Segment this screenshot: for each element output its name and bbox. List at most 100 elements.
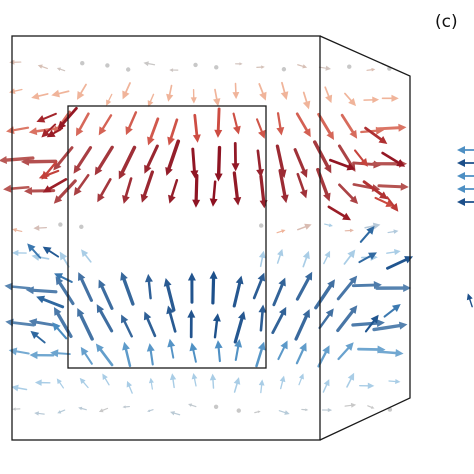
down-arrow-icon bbox=[147, 93, 155, 108]
up-arrow-icon bbox=[295, 271, 313, 301]
down-arrow-icon bbox=[317, 112, 335, 141]
up-arrow-icon bbox=[272, 277, 286, 307]
down-arrow-icon bbox=[3, 184, 30, 193]
dot-icon bbox=[105, 63, 110, 68]
in-plane-arrow-icon bbox=[34, 411, 45, 416]
in-plane-arrow-icon bbox=[143, 61, 156, 67]
in-plane-arrow-icon bbox=[297, 64, 308, 69]
down-arrow-icon bbox=[125, 111, 138, 136]
down-arrow-icon bbox=[377, 182, 409, 191]
up-arrow-icon bbox=[271, 306, 287, 335]
up-arrow-icon bbox=[8, 347, 30, 356]
down-arrow-icon bbox=[73, 146, 93, 174]
in-plane-arrow-icon bbox=[367, 405, 375, 409]
dot-icon bbox=[213, 404, 219, 409]
down-arrow-icon bbox=[312, 140, 332, 174]
up-arrow-icon bbox=[386, 249, 401, 256]
in-plane-arrow-icon bbox=[12, 407, 21, 411]
down-arrow-icon bbox=[166, 84, 174, 102]
up-arrow-icon bbox=[276, 248, 284, 264]
up-arrow-icon bbox=[359, 226, 375, 243]
in-plane-arrow-icon bbox=[344, 402, 357, 408]
down-arrow-icon bbox=[213, 88, 221, 107]
up-arrow-icon bbox=[234, 338, 243, 361]
up-arrow-icon bbox=[144, 273, 153, 300]
up-arrow-icon bbox=[54, 273, 73, 283]
spin-texture-arrows bbox=[0, 59, 414, 416]
up-arrow-icon bbox=[163, 277, 176, 312]
down-arrow-icon bbox=[147, 117, 160, 146]
down-arrow-icon bbox=[231, 142, 240, 172]
up-arrow-icon bbox=[59, 251, 70, 268]
in-plane-arrow-icon bbox=[321, 407, 333, 413]
in-plane-arrow-icon bbox=[318, 65, 331, 71]
up-arrow-icon bbox=[81, 249, 92, 263]
up-arrow-icon bbox=[346, 372, 355, 388]
up-arrow-icon bbox=[233, 311, 246, 344]
in-plane-arrow-icon bbox=[278, 410, 290, 415]
in-plane-arrow-icon bbox=[344, 228, 354, 233]
up-arrow-icon bbox=[126, 380, 133, 394]
in-plane-arrow-icon bbox=[12, 228, 23, 233]
down-arrow-icon bbox=[256, 149, 265, 178]
down-arrow-icon bbox=[374, 196, 395, 207]
up-arrow-icon bbox=[146, 343, 155, 366]
down-arrow-icon bbox=[364, 126, 388, 144]
box-wireframe bbox=[11, 35, 411, 441]
in-plane-arrow-icon bbox=[188, 403, 197, 408]
in-plane-arrow-icon bbox=[324, 223, 333, 227]
up-arrow-icon bbox=[95, 343, 114, 367]
down-arrow-icon bbox=[165, 139, 181, 176]
down-arrow-icon bbox=[209, 180, 218, 207]
up-arrow-icon bbox=[358, 252, 377, 264]
up-arrow-icon bbox=[388, 378, 401, 385]
up-arrow-icon bbox=[52, 322, 68, 340]
up-arrow-icon bbox=[233, 377, 241, 393]
in-plane-arrow-icon bbox=[296, 223, 312, 231]
back-face-edge bbox=[67, 105, 267, 369]
down-arrow-icon bbox=[258, 83, 267, 101]
up-arrow-icon bbox=[383, 303, 401, 318]
up-arrow-icon bbox=[27, 243, 42, 259]
down-arrow-icon bbox=[276, 112, 285, 136]
dot-icon bbox=[214, 65, 219, 70]
up-arrow-icon bbox=[80, 346, 93, 365]
up-arrow-icon bbox=[102, 373, 110, 386]
in-plane-arrow-icon bbox=[56, 67, 66, 72]
down-arrow-icon bbox=[338, 183, 359, 204]
up-arrow-icon bbox=[96, 304, 114, 333]
up-arrow-icon bbox=[78, 272, 93, 302]
up-arrow-icon bbox=[55, 276, 75, 306]
in-plane-arrow-icon bbox=[122, 405, 130, 409]
up-arrow-icon bbox=[277, 340, 288, 361]
down-arrow-icon bbox=[353, 149, 368, 167]
up-arrow-icon bbox=[294, 309, 310, 341]
dot-icon bbox=[58, 222, 63, 227]
up-arrow-icon bbox=[258, 379, 265, 394]
up-arrow-icon bbox=[298, 373, 304, 386]
down-arrow-icon bbox=[327, 205, 352, 221]
up-arrow-icon bbox=[255, 341, 266, 368]
up-arrow-icon bbox=[56, 378, 65, 389]
side-face-edge bbox=[319, 35, 411, 441]
up-arrow-icon bbox=[258, 304, 267, 332]
up-arrow-icon bbox=[214, 340, 223, 363]
down-arrow-icon bbox=[280, 81, 289, 100]
up-arrow-icon bbox=[322, 379, 330, 393]
up-arrow-icon bbox=[5, 318, 36, 327]
up-arrow-icon bbox=[143, 311, 157, 338]
down-arrow-icon bbox=[51, 89, 70, 98]
down-arrow-icon bbox=[214, 107, 223, 138]
left-arrow-icon bbox=[457, 172, 474, 180]
down-arrow-icon bbox=[42, 178, 68, 193]
dot-icon bbox=[236, 408, 241, 413]
down-arrow-icon bbox=[140, 170, 155, 203]
down-arrow-icon bbox=[98, 114, 113, 136]
down-arrow-icon bbox=[94, 145, 114, 176]
in-plane-arrow-icon bbox=[387, 229, 399, 234]
up-arrow-icon bbox=[252, 272, 266, 300]
down-arrow-icon bbox=[278, 169, 289, 204]
down-arrow-icon bbox=[75, 112, 90, 137]
neighbor-panel-arrows bbox=[457, 146, 474, 308]
